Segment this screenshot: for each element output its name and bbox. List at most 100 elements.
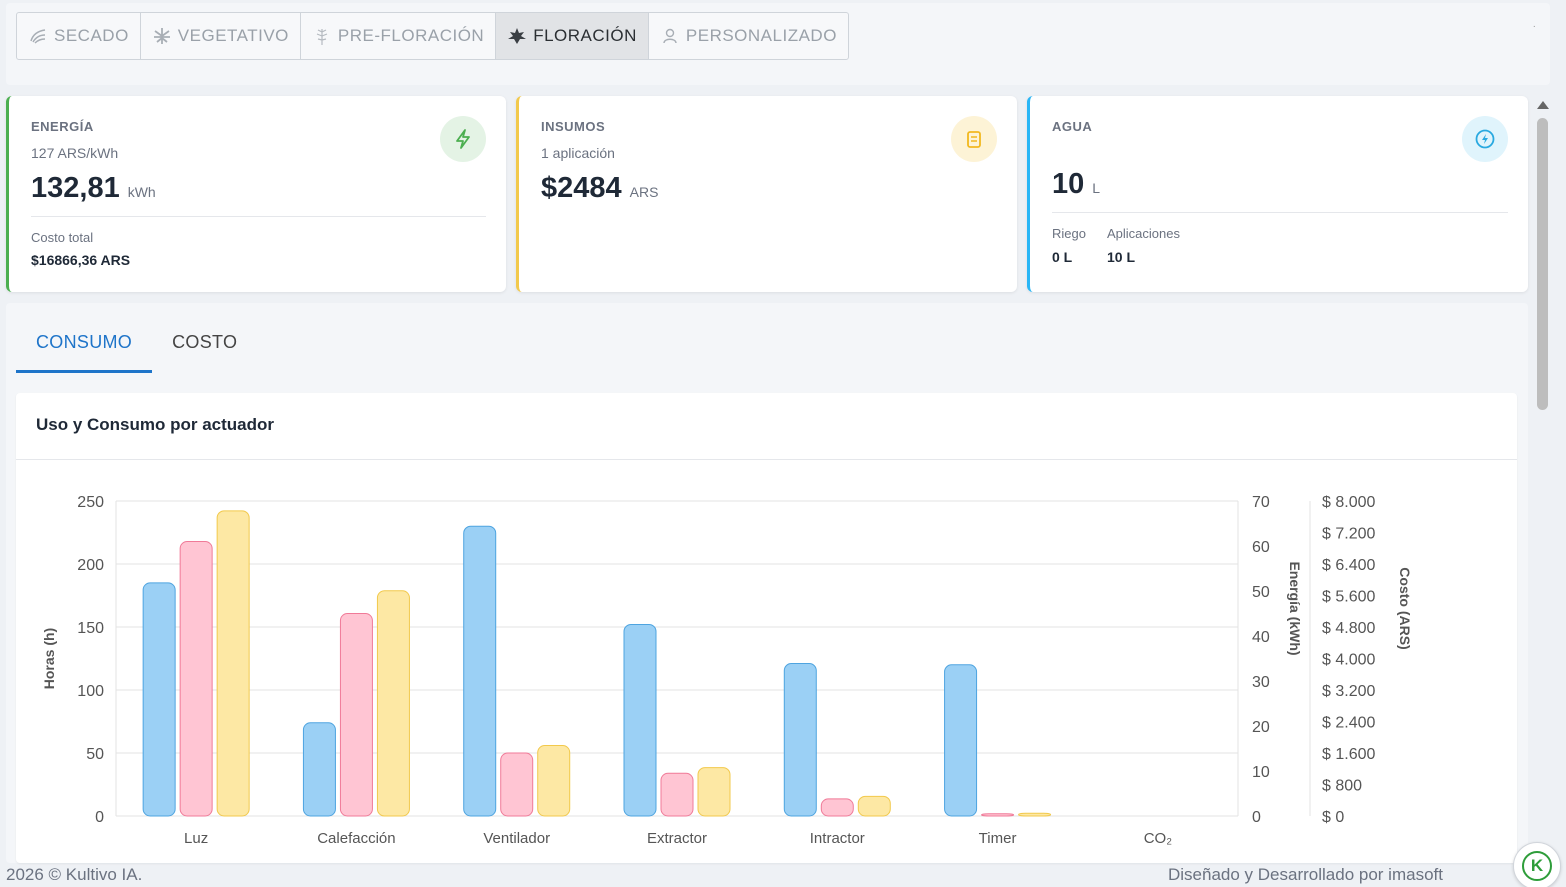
y-tick-cost: $ 7.200	[1322, 526, 1375, 543]
bar-energy	[500, 752, 534, 817]
energy-divider	[31, 216, 486, 217]
scroll-thumb[interactable]	[1537, 118, 1548, 410]
bar-cost	[537, 745, 571, 817]
energy-value-row: 132,81 kWh	[31, 172, 156, 205]
stage-bar: SECADO VEGETATIVO PRE-FLORACIÓN FLORACIÓ…	[6, 3, 1550, 85]
y-tick-cost: $ 5.600	[1322, 589, 1375, 606]
y-axis-label-hours: Horas (h)	[41, 628, 57, 689]
stage-tab-personalizado[interactable]: PERSONALIZADO	[649, 13, 848, 59]
y-tick-hours: 0	[95, 809, 104, 826]
y-axis-label-energy: Energía (kWh)	[1287, 561, 1303, 655]
water-value: 10	[1052, 168, 1085, 200]
water-drop-icon	[1475, 129, 1495, 149]
y-tick-hours: 150	[77, 620, 104, 637]
supplies-value-row: $2484 ARS	[541, 172, 658, 205]
x-tick-label: Ventilador	[483, 830, 550, 847]
stage-tab-secado[interactable]: SECADO	[17, 13, 141, 59]
x-tick-label: Timer	[979, 830, 1017, 847]
y-tick-cost: $ 4.800	[1322, 620, 1375, 637]
water-card: AGUA 10 L Riego 0 L Aplicaciones 10 L	[1027, 96, 1528, 292]
bar-hours	[783, 663, 817, 817]
water-unit: L	[1092, 180, 1101, 196]
bar-cost	[216, 510, 250, 817]
stage-tab-label: PERSONALIZADO	[685, 26, 837, 45]
y-tick-cost: $ 4.000	[1322, 652, 1375, 669]
user-icon	[663, 28, 677, 44]
tab-consumo[interactable]: CONSUMO	[16, 317, 153, 373]
footer-copyright: 2026 © Kultivo IA.	[6, 865, 143, 884]
y-tick-energy: 10	[1252, 764, 1270, 781]
energy-label: ENERGÍA	[31, 119, 94, 134]
page-scrollbar[interactable]	[1534, 96, 1550, 866]
lightning-icon	[456, 129, 470, 149]
y-tick-cost: $ 800	[1322, 778, 1362, 795]
energy-rate: 127 ARS/kWh	[31, 145, 119, 161]
footer-credits: Diseñado y Desarrollado por imasoft	[1168, 865, 1443, 884]
y-tick-hours: 100	[77, 683, 104, 700]
kultivo-chat-button[interactable]: K	[1513, 842, 1561, 887]
supplies-label: INSUMOS	[541, 119, 606, 134]
supplies-unit: ARS	[629, 184, 659, 200]
y-tick-energy: 60	[1252, 539, 1270, 556]
water-value-row: 10 L	[1052, 168, 1100, 201]
bar-energy	[981, 813, 1015, 817]
y-tick-energy: 40	[1252, 629, 1270, 646]
water-apps-label: Aplicaciones	[1107, 226, 1180, 241]
y-tick-cost: $ 2.400	[1322, 715, 1375, 732]
water-label: AGUA	[1052, 119, 1093, 134]
stage-bar-dot: ·	[1532, 21, 1536, 32]
bar-cost	[697, 767, 731, 817]
bar-hours	[463, 525, 497, 817]
water-riego-value: 0 L	[1052, 249, 1073, 265]
x-tick-label: Calefacción	[317, 830, 395, 847]
stage-tab-pre-floracion[interactable]: PRE-FLORACIÓN	[301, 13, 497, 59]
bar-energy	[179, 541, 213, 817]
kultivo-logo-icon: K	[1522, 851, 1552, 881]
y-tick-hours: 50	[86, 746, 104, 763]
y-tick-hours: 200	[77, 557, 104, 574]
energy-value: 132,81	[31, 172, 120, 204]
energy-unit: kWh	[127, 184, 156, 200]
water-icon-badge	[1462, 116, 1508, 162]
bar-cost	[1018, 812, 1052, 817]
y-tick-cost: $ 3.200	[1322, 683, 1375, 700]
y-axis-label-cost: Costo (ARS)	[1397, 567, 1413, 649]
x-tick-label: CO₂	[1144, 830, 1173, 847]
bar-hours	[944, 664, 978, 817]
stage-tab-label: FLORACIÓN	[533, 26, 637, 45]
bar-energy	[660, 772, 694, 817]
stage-tab-vegetativo[interactable]: VEGETATIVO	[141, 13, 301, 59]
supplies-value: $2484	[541, 172, 622, 204]
chart-title: Uso y Consumo por actuador	[36, 415, 275, 434]
scroll-up-arrow-icon[interactable]	[1537, 101, 1549, 109]
tab-costo[interactable]: COSTO	[172, 332, 238, 352]
supplies-sub: 1 aplicación	[541, 145, 615, 161]
bar-hours	[302, 722, 336, 817]
stage-tab-label: VEGETATIVO	[177, 26, 289, 45]
y-tick-energy: 0	[1252, 809, 1261, 826]
main-tabs: CONSUMO COSTO	[16, 317, 257, 373]
water-apps-value: 10 L	[1107, 249, 1136, 265]
energy-total-label: Costo total	[31, 230, 94, 245]
stage-tab-floracion[interactable]: FLORACIÓN	[496, 13, 649, 59]
energy-total-value: $16866,36 ARS	[31, 252, 131, 268]
bar-cost	[376, 590, 410, 817]
y-tick-energy: 50	[1252, 584, 1270, 601]
stage-tabs: SECADO VEGETATIVO PRE-FLORACIÓN FLORACIÓ…	[16, 12, 849, 60]
y-tick-cost: $ 6.400	[1322, 557, 1375, 574]
x-tick-label: Luz	[184, 830, 208, 847]
water-divider	[1052, 212, 1508, 213]
x-tick-label: Extractor	[647, 830, 707, 847]
energy-card: ENERGÍA 127 ARS/kWh 132,81 kWh Costo tota…	[6, 96, 506, 292]
stage-tab-label: SECADO	[54, 26, 129, 45]
bar-hours	[142, 582, 176, 817]
y-tick-energy: 30	[1252, 674, 1270, 691]
y-tick-cost: $ 1.600	[1322, 746, 1375, 763]
supplies-icon-badge	[951, 116, 997, 162]
jar-icon	[967, 131, 981, 148]
bar-energy	[820, 798, 854, 817]
y-tick-hours: 250	[77, 494, 104, 511]
energy-icon-badge	[440, 116, 486, 162]
y-tick-cost: $ 0	[1322, 809, 1344, 826]
bar-cost	[857, 795, 891, 817]
